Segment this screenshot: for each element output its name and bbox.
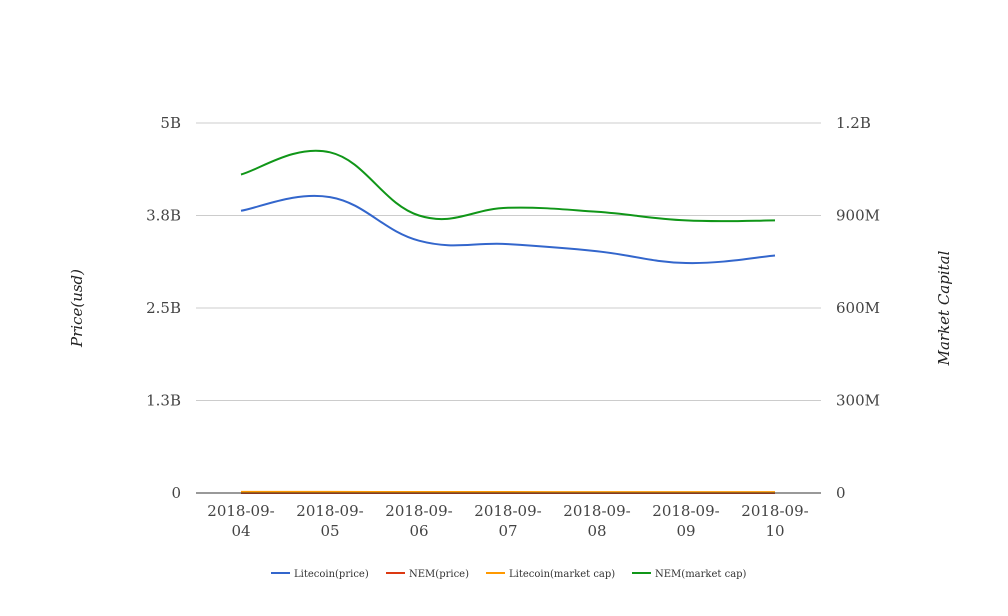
x-tick-label: 2018-09-08 (563, 502, 630, 540)
right-tick-label: 1.2B (836, 114, 871, 132)
left-axis-ticks: 0 1.3B 2.5B 3.8B 5B (146, 114, 181, 502)
right-tick-label: 900M (836, 207, 880, 225)
left-tick-label: 5B (160, 114, 181, 132)
legend-label: Litecoin(market cap) (509, 569, 615, 580)
series-line-litecoin-price (240, 194, 776, 265)
series-lines (240, 149, 776, 495)
x-tick-label: 2018-09-07 (474, 502, 541, 540)
legend-label: NEM(market cap) (655, 569, 747, 580)
left-tick-label: 0 (171, 484, 181, 502)
x-axis-ticks: 2018-09-04 2018-09-05 2018-09-06 2018-09-07… (207, 502, 808, 540)
x-tick-label: 2018-09-05 (296, 502, 363, 540)
right-tick-label: 0 (836, 484, 846, 502)
left-tick-label: 1.3B (146, 392, 181, 410)
left-tick-label: 3.8B (146, 207, 181, 225)
left-axis-title: Price(usd) (68, 269, 86, 348)
series-line-nem-market-cap (240, 149, 776, 223)
x-tick-label: 2018-09-09 (652, 502, 719, 540)
right-tick-label: 300M (836, 392, 880, 410)
x-tick-label: 2018-09-04 (207, 502, 274, 540)
x-tick-label: 2018-09-06 (385, 502, 452, 540)
x-tick-label: 2018-09-10 (741, 502, 808, 540)
legend: Litecoin(price) NEM(price) Litecoin(market… (271, 569, 747, 580)
right-axis-ticks: 0 300M 600M 900M 1.2B (836, 114, 880, 502)
legend-label: Litecoin(price) (294, 569, 369, 580)
right-axis-title: Market Capital (935, 250, 953, 366)
legend-label: NEM(price) (409, 569, 469, 580)
gridlines (196, 122, 821, 401)
right-tick-label: 600M (836, 299, 880, 317)
left-tick-label: 2.5B (146, 299, 181, 317)
